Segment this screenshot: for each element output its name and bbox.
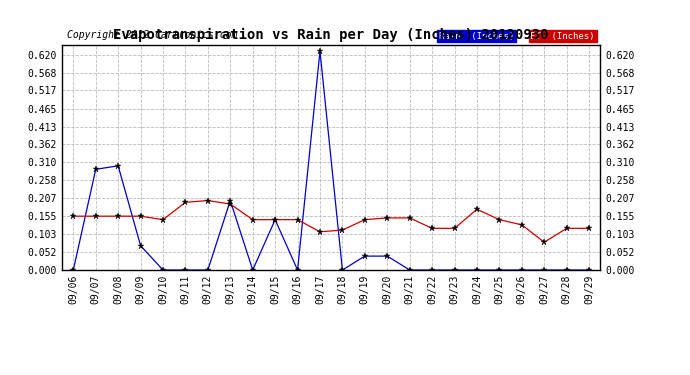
Text: Rain  (Inches): Rain (Inches) bbox=[439, 32, 514, 40]
Title: Evapotranspiration vs Rain per Day (Inches) 20120930: Evapotranspiration vs Rain per Day (Inch… bbox=[113, 28, 549, 42]
Text: Copyright 2012 Cartronics.com: Copyright 2012 Cartronics.com bbox=[68, 30, 238, 40]
Text: ET  (Inches): ET (Inches) bbox=[531, 32, 595, 40]
